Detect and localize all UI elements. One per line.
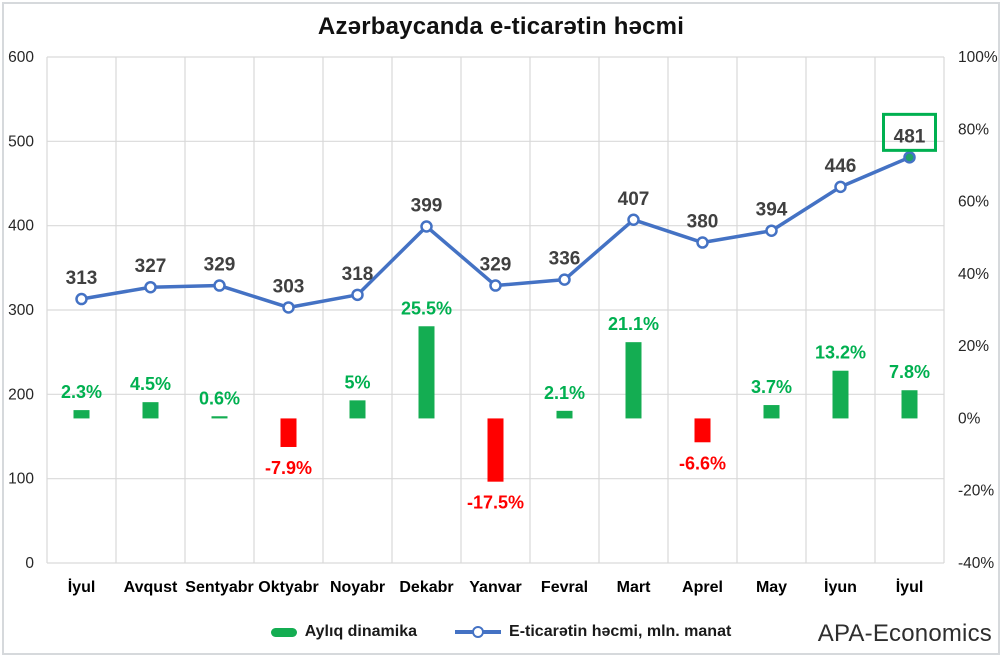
line-value-label: 329 xyxy=(480,255,512,276)
line-marker-highlighted xyxy=(903,151,916,164)
line-marker xyxy=(144,280,157,294)
bar xyxy=(832,370,849,419)
line-value-label: 446 xyxy=(825,156,857,177)
bar xyxy=(418,326,435,419)
bar xyxy=(556,410,573,419)
bar xyxy=(487,418,504,482)
x-axis-label: Avqust xyxy=(124,579,178,596)
x-axis-label: Sentyabr xyxy=(185,579,253,596)
bar-value-label: -7.9% xyxy=(265,458,312,478)
line-marker xyxy=(282,301,295,314)
y2-axis-tick-label: 0% xyxy=(958,410,981,427)
branding-text: APA-Economics xyxy=(817,620,992,647)
legend-bar-label: Aylıq dinamika xyxy=(304,623,418,640)
legend-line-label: E-ticarətin həcmi, mln. manat xyxy=(509,623,732,640)
bar xyxy=(280,418,297,447)
line-marker xyxy=(75,292,88,306)
bar-value-label: -6.6% xyxy=(679,453,726,473)
line-marker xyxy=(213,279,226,292)
legend-bar-swatch-icon xyxy=(270,627,297,637)
line-value-label: 313 xyxy=(66,268,98,289)
bar-value-label: 25.5% xyxy=(401,298,452,318)
x-axis-label: Mart xyxy=(617,579,651,596)
bar xyxy=(73,410,90,419)
bar xyxy=(211,416,228,419)
line-marker xyxy=(351,288,364,302)
line-value-label: 327 xyxy=(135,256,167,277)
bar xyxy=(694,418,711,443)
bar-value-label: 0.6% xyxy=(199,388,240,408)
line-value-label: 329 xyxy=(204,255,236,276)
line-value-label: 407 xyxy=(618,189,650,210)
line-value-label: 394 xyxy=(756,200,788,221)
x-axis-label: İyun xyxy=(824,578,857,596)
y2-axis-tick-label: -20% xyxy=(958,483,994,500)
y-axis-tick-label: 300 xyxy=(8,302,34,319)
x-axis-label: Dekabr xyxy=(399,579,453,596)
legend-line-swatch-icon xyxy=(455,626,502,638)
bar-value-label: 21.1% xyxy=(608,314,659,334)
bar-value-label: 2.1% xyxy=(544,383,585,403)
x-axis-label: İyul xyxy=(896,578,924,596)
y-axis-tick-label: 100 xyxy=(8,471,34,488)
y-axis-tick-label: 500 xyxy=(8,133,34,150)
legend: Aylıq dinamika E-ticarətin həcmi, mln. m… xyxy=(0,623,1002,641)
y-axis-tick-label: 600 xyxy=(8,49,34,66)
legend-item-line-series: E-ticarətin həcmi, mln. manat xyxy=(455,623,731,641)
bar-value-label: 4.5% xyxy=(130,374,171,394)
line-value-label: 399 xyxy=(411,196,443,217)
legend-item-bar-series: Aylıq dinamika xyxy=(270,623,418,641)
y2-axis-tick-label: 100% xyxy=(958,49,998,66)
line-value-label: 318 xyxy=(342,264,374,285)
bar-value-label: 13.2% xyxy=(815,343,866,363)
bar xyxy=(901,390,918,419)
y-axis-tick-label: 200 xyxy=(8,386,34,403)
y-axis-tick-label: 0 xyxy=(25,555,34,572)
line-marker xyxy=(765,224,778,237)
bar-value-label: -17.5% xyxy=(467,493,524,513)
bar-value-label: 3.7% xyxy=(751,377,792,397)
x-axis-label: Yanvar xyxy=(469,579,521,596)
line-marker xyxy=(489,279,502,292)
chart-title: Azərbaycanda e-ticarətin həcmi xyxy=(317,13,685,40)
line-value-label: 380 xyxy=(687,212,719,233)
line-marker xyxy=(834,180,847,194)
bar xyxy=(142,402,159,419)
line-value-label: 481 xyxy=(894,126,926,147)
y2-axis-tick-label: 80% xyxy=(958,121,989,138)
line-value-label: 303 xyxy=(273,276,305,297)
line-marker xyxy=(696,236,709,249)
bar xyxy=(625,342,642,419)
x-axis-label: Noyabr xyxy=(330,579,385,596)
bar-value-label: 2.3% xyxy=(61,382,102,402)
bar xyxy=(349,400,366,419)
y2-axis-tick-label: -40% xyxy=(958,555,994,572)
line-marker xyxy=(420,220,433,233)
line-value-label: 336 xyxy=(549,249,581,270)
x-axis-label: May xyxy=(756,579,787,596)
line-marker xyxy=(627,213,640,227)
x-axis-label: Oktyabr xyxy=(258,579,318,596)
line-marker xyxy=(558,273,571,286)
x-axis-label: Aprel xyxy=(682,579,723,596)
y2-axis-tick-label: 40% xyxy=(958,266,989,283)
y2-axis-tick-label: 60% xyxy=(958,194,989,211)
x-axis-label: Fevral xyxy=(541,579,588,596)
bar xyxy=(763,405,780,419)
y-axis-tick-label: 400 xyxy=(8,218,34,235)
x-axis-label: İyul xyxy=(68,578,96,596)
bar-value-label: 5% xyxy=(344,372,370,392)
bar-value-label: 7.8% xyxy=(889,362,930,382)
highlight-box xyxy=(882,112,937,152)
legend-line-marker-icon xyxy=(472,626,485,638)
y2-axis-tick-label: 20% xyxy=(958,338,989,355)
